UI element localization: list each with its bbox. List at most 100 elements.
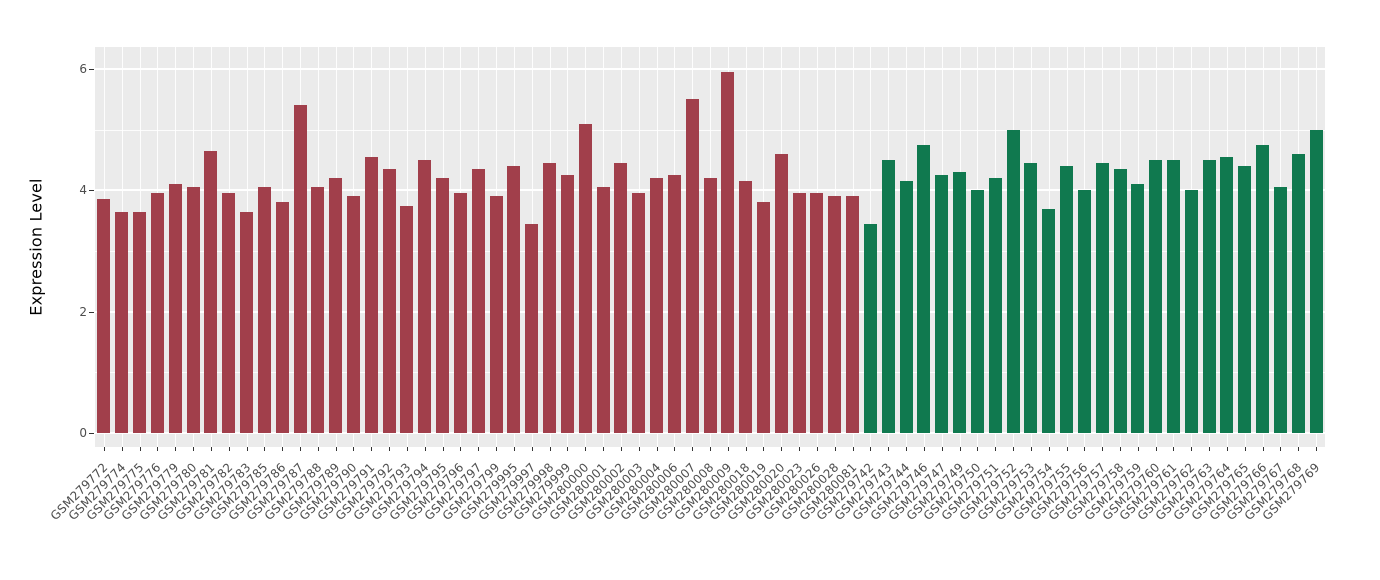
bar-GSM280028 — [828, 196, 842, 433]
x-tick-mark — [300, 447, 301, 451]
bar-GSM279763 — [1202, 160, 1216, 433]
bar-GSM280023 — [792, 193, 806, 433]
y-tick-label-0: 0 — [79, 426, 87, 440]
x-tick-mark — [852, 447, 854, 451]
bar-GSM279792 — [382, 169, 396, 433]
bar-GSM279756 — [1077, 190, 1091, 433]
bar-GSM280081 — [846, 196, 860, 433]
x-tick-mark — [977, 447, 979, 451]
bar-GSM279755 — [1060, 166, 1074, 433]
bar-GSM279743 — [881, 160, 895, 433]
x-tick-mark — [692, 447, 694, 451]
x-tick-mark — [1244, 447, 1246, 451]
bar-GSM279746 — [917, 144, 931, 433]
x-tick-mark — [1137, 447, 1139, 451]
bar-GSM279793 — [400, 205, 414, 433]
x-tick-mark — [585, 447, 587, 451]
x-tick-mark — [674, 447, 676, 451]
x-tick-mark — [496, 447, 498, 451]
bar-GSM279759 — [1131, 184, 1145, 433]
x-tick-mark — [888, 447, 890, 451]
x-tick-mark — [442, 447, 444, 451]
bar-GSM279796 — [453, 193, 467, 433]
x-tick-mark — [816, 447, 818, 451]
bar-GSM279742 — [863, 223, 877, 433]
x-tick-mark — [1048, 447, 1050, 451]
x-tick-mark — [727, 447, 729, 451]
x-tick-mark — [763, 447, 765, 451]
x-tick-mark — [103, 447, 105, 451]
x-tick-mark — [424, 447, 426, 451]
x-tick-mark — [264, 447, 266, 451]
x-tick-mark — [460, 447, 462, 451]
bar-GSM279751 — [988, 178, 1002, 433]
x-tick-mark — [389, 447, 391, 451]
bar-GSM280002 — [614, 163, 628, 433]
x-tick-mark — [1226, 447, 1228, 451]
x-tick-mark — [531, 447, 533, 451]
bar-GSM279767 — [1273, 187, 1287, 433]
bar-GSM279999 — [560, 175, 574, 433]
x-tick-mark — [1120, 447, 1121, 451]
x-tick-mark — [603, 447, 605, 451]
x-tick-mark — [1013, 447, 1015, 451]
x-tick-mark — [799, 447, 801, 451]
bar-GSM279747 — [935, 175, 949, 433]
x-tick-mark — [995, 447, 997, 451]
x-tick-mark — [781, 447, 783, 451]
x-tick-mark — [478, 447, 480, 451]
bar-GSM279769 — [1309, 129, 1323, 433]
x-tick-mark — [710, 447, 711, 451]
x-tick-mark — [656, 447, 658, 451]
bar-GSM279799 — [489, 196, 503, 433]
bar-GSM279774 — [115, 211, 129, 433]
bar-GSM279788 — [311, 187, 325, 433]
bar-GSM279750 — [970, 190, 984, 433]
x-tick-mark — [406, 447, 408, 451]
x-tick-mark — [549, 447, 551, 451]
y-tick-mark — [89, 311, 94, 313]
bar-GSM279758 — [1113, 169, 1127, 433]
x-tick-mark — [282, 447, 284, 451]
x-tick-mark — [210, 447, 212, 451]
bar-GSM279772 — [97, 199, 111, 433]
bar-GSM279776 — [150, 193, 164, 433]
bar-GSM280004 — [650, 178, 664, 433]
x-tick-mark — [1209, 447, 1211, 451]
bar-GSM279997 — [525, 223, 539, 433]
bar-GSM279762 — [1184, 190, 1198, 433]
bar-GSM279797 — [471, 169, 485, 433]
bar-GSM279998 — [543, 163, 557, 433]
x-tick-mark — [1102, 447, 1104, 451]
x-tick-mark — [228, 447, 230, 451]
bar-GSM280026 — [810, 193, 824, 433]
x-tick-mark — [620, 447, 622, 451]
bar-GSM280018 — [739, 181, 753, 433]
y-tick-label-4: 4 — [79, 183, 87, 198]
x-tick-mark — [923, 447, 925, 451]
bar-GSM279761 — [1166, 160, 1180, 433]
plot-panel — [95, 47, 1325, 447]
x-tick-mark — [371, 447, 373, 451]
bar-GSM279787 — [293, 105, 307, 433]
bar-GSM280003 — [632, 193, 646, 433]
bar-GSM279794 — [418, 160, 432, 433]
y-tick-mark — [89, 190, 94, 192]
x-tick-mark — [1155, 447, 1157, 451]
x-tick-mark — [513, 447, 515, 451]
bar-GSM279995 — [507, 166, 521, 433]
x-tick-mark — [1173, 447, 1175, 451]
x-tick-mark — [1262, 447, 1264, 451]
bar-GSM279780 — [186, 187, 200, 433]
y-axis-title: Expression Level — [26, 178, 46, 316]
y-tick-label-6: 6 — [79, 62, 87, 76]
bar-GSM280000 — [578, 123, 592, 433]
y-tick-mark — [89, 433, 94, 434]
bar-GSM280006 — [667, 175, 681, 433]
bar-GSM279786 — [275, 202, 289, 433]
x-tick-mark — [941, 447, 943, 451]
x-tick-mark — [906, 447, 908, 451]
bar-GSM279768 — [1291, 153, 1305, 433]
x-tick-mark — [1298, 447, 1300, 451]
